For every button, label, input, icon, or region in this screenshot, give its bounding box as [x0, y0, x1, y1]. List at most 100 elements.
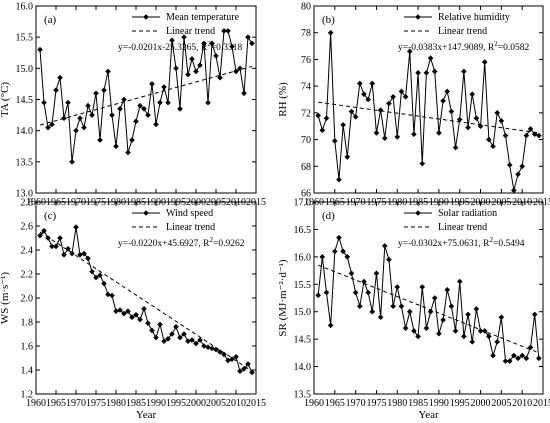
data-point — [125, 308, 131, 314]
data-point — [490, 143, 496, 150]
panel-label: (b) — [322, 14, 335, 26]
data-point — [89, 112, 95, 118]
data-point — [452, 144, 459, 151]
data-point — [89, 268, 95, 275]
data-point — [105, 68, 111, 75]
data-point — [381, 135, 388, 142]
legend-label: Linear trend — [166, 26, 215, 37]
legend-label: Linear trend — [438, 222, 487, 233]
data-point — [205, 99, 211, 106]
y-axis-ticks: 13.0 13.5 14.0 14.5 15.0 15.5 16.0 — [16, 2, 256, 200]
y-tick-label: 66 — [301, 189, 311, 200]
data-point — [519, 163, 525, 170]
y-axis-title: SR (MJ·m⁻²·d⁻¹) — [277, 259, 289, 337]
data-point — [369, 80, 376, 87]
data-point — [97, 272, 103, 278]
data-point — [473, 306, 480, 312]
y-tick-label: 16.5 — [294, 225, 312, 236]
data-point — [327, 29, 334, 36]
equation-lhs: y=-0.0383x+147.9089, R — [398, 43, 495, 53]
data-point — [93, 90, 99, 97]
x-tick-label: 1995 — [166, 398, 186, 409]
data-point — [452, 328, 459, 334]
trend-equation: y=-0.0201x-25.3265, R2=0.3318 — [118, 40, 243, 53]
data-point — [365, 96, 371, 103]
x-tick-label: 1960 — [304, 398, 324, 409]
data-point — [217, 74, 223, 81]
data-point — [352, 289, 359, 296]
data-point — [506, 358, 513, 364]
legend-diamond-marker — [415, 14, 421, 20]
y-tick-label: 68 — [301, 162, 311, 173]
data-point — [469, 91, 476, 97]
data-point — [431, 295, 438, 301]
data-point — [237, 368, 243, 374]
data-point — [45, 235, 51, 241]
data-point — [402, 94, 409, 100]
x-tick-label: 1965 — [325, 398, 345, 409]
data-point — [161, 338, 167, 344]
data-point — [113, 308, 119, 314]
data-point — [161, 84, 167, 90]
x-tick-label: 2000 — [186, 398, 206, 409]
data-point — [193, 68, 199, 75]
data-point — [394, 134, 401, 140]
x-axis-title: Year — [418, 409, 439, 421]
data-point — [145, 320, 151, 326]
data-point — [73, 127, 79, 134]
y-tick-label: 16.0 — [16, 2, 34, 13]
data-point — [101, 87, 107, 93]
equation-rhs: =0.9262 — [213, 239, 245, 249]
data-point — [205, 344, 211, 350]
data-point — [448, 108, 455, 115]
trend-equation: y=-0.0302x+75.0631, R2=0.5494 — [398, 236, 525, 249]
data-point — [129, 137, 135, 143]
data-point — [523, 132, 530, 139]
data-point — [448, 303, 455, 310]
data-point — [193, 340, 199, 347]
equation-rhs: =0.3318 — [211, 43, 243, 53]
series-layer — [315, 29, 542, 194]
equation-sup: 2 — [494, 40, 498, 48]
plot-frame — [313, 5, 544, 194]
data-point — [197, 337, 203, 343]
data-point — [327, 322, 334, 329]
data-point — [209, 40, 215, 47]
legend-label: Wind speed — [166, 208, 213, 219]
data-point — [61, 115, 67, 121]
y-tick-label: 72 — [301, 108, 311, 119]
data-point — [427, 55, 434, 61]
data-point — [431, 68, 438, 75]
data-point — [352, 114, 359, 120]
data-point — [145, 112, 151, 118]
y-tick-label: 80 — [301, 2, 311, 13]
legend-item-trend: Linear trend — [132, 26, 215, 37]
data-point — [423, 325, 430, 331]
trend-equation: y=-0.0220x+45.6927, R2=0.9262 — [118, 236, 245, 249]
data-point — [440, 98, 446, 104]
legend-item-trend: Linear trend — [404, 222, 487, 233]
data-point — [157, 99, 163, 106]
data-point — [357, 303, 363, 310]
x-tick-label: 1975 — [86, 398, 106, 409]
data-point — [229, 43, 235, 50]
y-axis-ticks: 1.2 1.4 1.6 1.8 2.0 2.2 2.4 2.6 2.8 — [21, 198, 256, 401]
data-point — [515, 171, 521, 178]
x-tick-label: 2015 — [533, 398, 550, 409]
x-tick-label: 1965 — [46, 398, 66, 409]
data-point — [481, 59, 488, 65]
equation-sup: 2 — [209, 236, 213, 244]
data-point — [440, 317, 446, 323]
data-point — [490, 352, 496, 359]
data-point — [141, 106, 147, 112]
y-tick-label: 2.8 — [21, 198, 34, 209]
legend: Relative humidity Linear trend y=-0.0383… — [398, 12, 529, 53]
y-tick-label: 13.5 — [16, 157, 34, 168]
data-point — [498, 118, 505, 124]
data-point — [411, 328, 417, 334]
data-point — [65, 246, 71, 252]
y-axis-ticks: 13.5 14.0 14.5 15.0 15.5 16.0 16.5 17.0 — [294, 198, 543, 401]
data-point — [93, 274, 99, 281]
data-point — [332, 138, 338, 144]
data-point — [81, 250, 87, 257]
